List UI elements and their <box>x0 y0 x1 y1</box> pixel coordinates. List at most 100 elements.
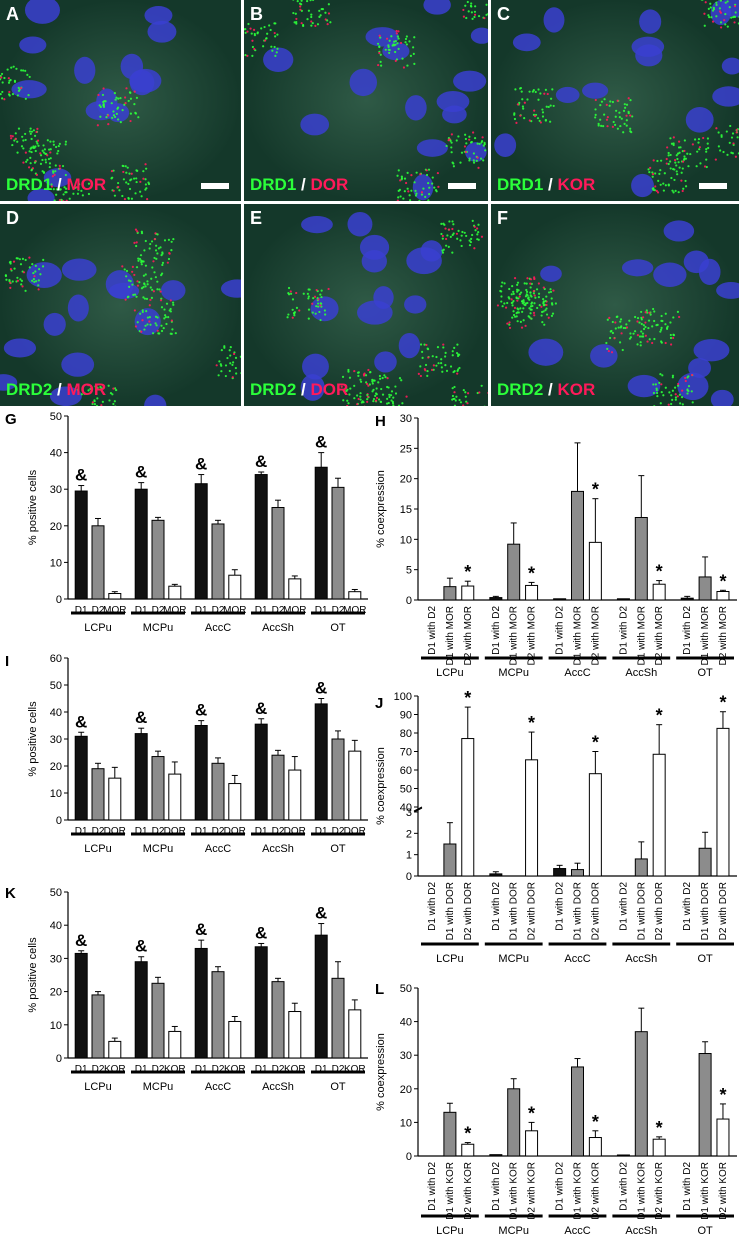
x-tick-label: D1 <box>255 826 268 837</box>
y-tick-label: 30 <box>400 413 412 425</box>
bar <box>134 733 148 821</box>
region-label: OT <box>330 843 346 855</box>
bar <box>211 523 225 600</box>
probe-red: DOR <box>310 175 349 194</box>
bar <box>288 1011 302 1059</box>
probe-green: DRD1 <box>6 175 53 194</box>
bar <box>331 486 345 600</box>
y-tick-label: 10 <box>50 788 62 800</box>
probe-caption: DRD2 / MOR <box>6 380 106 400</box>
x-tick-label: MOR <box>223 605 246 616</box>
x-tick-label: D2 with KOR <box>654 1162 665 1220</box>
y-tick-label: 40 <box>50 448 62 460</box>
significance-marker: & <box>255 452 267 471</box>
bar <box>151 519 165 600</box>
region-label: AccC <box>205 622 231 634</box>
bar <box>108 593 122 600</box>
bar <box>698 847 712 877</box>
y-tick-label: 2 <box>406 828 412 840</box>
bar <box>443 1111 457 1157</box>
bar <box>91 768 105 821</box>
probe-sep: / <box>296 380 311 399</box>
y-tick-label: 20 <box>400 474 412 486</box>
x-tick-label: D1 with D2 <box>491 1162 502 1211</box>
significance-marker: * <box>656 706 663 726</box>
significance-marker: * <box>464 562 471 582</box>
region-label: AccC <box>205 843 231 855</box>
x-tick-label: D2 <box>332 826 345 837</box>
significance-marker: * <box>719 571 726 591</box>
x-tick-label: D2 <box>92 605 105 616</box>
chart-svg: L % coexpression 0 10 20 30 40 50 D1 with D2 D1 w… <box>375 981 737 1237</box>
micrograph-image <box>244 204 492 423</box>
bar <box>716 1118 730 1157</box>
region-label: AccSh <box>262 622 294 634</box>
chart-panel-H: H % coexpression 0 5 10 15 20 25 30 D1 with D2 D1 … <box>372 406 739 690</box>
x-tick-label: D2 with DOR <box>718 882 729 940</box>
micrograph-image <box>236 0 508 204</box>
x-tick-label: D1 with D2 <box>555 606 566 655</box>
bar <box>211 971 225 1059</box>
x-tick-label: D1 <box>75 605 88 616</box>
x-tick-label: D1 with KOR <box>509 1162 520 1220</box>
significance-marker: * <box>592 480 599 500</box>
significance-marker: & <box>255 923 267 942</box>
y-tick-label: 60 <box>50 653 62 665</box>
probe-green: DRD1 <box>250 175 297 194</box>
y-tick-label: 10 <box>50 1020 62 1032</box>
region-label: AccC <box>564 1225 590 1237</box>
x-tick-label: D2 <box>212 605 225 616</box>
y-tick-label: 10 <box>400 1117 412 1129</box>
significance-marker: & <box>315 904 327 923</box>
x-tick-label: D2 <box>152 826 165 837</box>
bar <box>698 576 712 601</box>
probe-sep: / <box>52 380 67 399</box>
significance-marker: & <box>135 463 147 482</box>
x-tick-label: D1 <box>195 605 208 616</box>
x-tick-label: KOR <box>344 1064 366 1075</box>
x-tick-label: D2 with MOR <box>654 606 665 665</box>
region-label: OT <box>330 1081 346 1093</box>
x-tick-label: D2 with DOR <box>527 882 538 940</box>
probe-caption: DRD1 / KOR <box>497 175 595 195</box>
y-tick-label: 20 <box>50 761 62 773</box>
bar <box>571 1066 584 1157</box>
bar <box>168 1030 182 1059</box>
region-label: AccC <box>564 667 590 679</box>
y-tick-label: 70 <box>400 747 412 759</box>
bar <box>652 1138 666 1157</box>
panel-letter: L <box>375 981 384 998</box>
x-tick-label: D1 <box>75 826 88 837</box>
x-tick-label: D1 <box>315 826 328 837</box>
bar <box>168 773 182 821</box>
y-tick-label: 100 <box>394 691 412 703</box>
region-label: OT <box>697 667 713 679</box>
bar <box>525 1130 539 1157</box>
significance-marker: & <box>75 712 87 731</box>
y-tick-label: 30 <box>50 734 62 746</box>
x-tick-label: D2 with KOR <box>527 1162 538 1220</box>
significance-marker: & <box>315 433 327 452</box>
bar <box>228 1020 242 1059</box>
x-tick-label: D1 <box>315 605 328 616</box>
bar <box>507 1088 521 1157</box>
probe-green: DRD2 <box>250 380 297 399</box>
axis-break-mark <box>413 807 423 813</box>
panel-letter: I <box>5 653 9 670</box>
probe-red: DOR <box>310 380 349 399</box>
region-label: LCPu <box>436 667 464 679</box>
x-tick-label: D1 with D2 <box>427 882 438 931</box>
y-tick-label: 50 <box>400 784 412 796</box>
bar <box>716 591 730 601</box>
x-tick-label: D1 <box>195 1064 208 1075</box>
region-label: MCPu <box>498 953 529 965</box>
y-tick-label: 3 <box>406 807 412 819</box>
micrograph-F: F DRD2 / KOR <box>491 204 739 410</box>
x-tick-label: MOR <box>283 605 306 616</box>
probe-caption: DRD1 / MOR <box>6 175 106 195</box>
panel-letter: A <box>6 4 19 24</box>
y-tick-label: 80 <box>400 728 412 740</box>
bar <box>461 585 475 601</box>
axis-break-mark <box>413 806 423 812</box>
bar <box>271 981 285 1059</box>
